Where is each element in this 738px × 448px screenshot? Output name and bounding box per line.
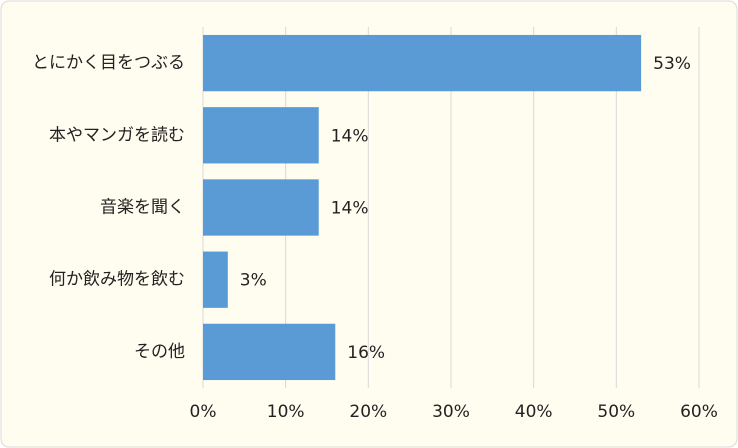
y-tick-label: 何か飲み物を飲む xyxy=(49,270,185,290)
y-tick-label: その他 xyxy=(134,342,185,362)
bar xyxy=(203,251,228,308)
bar xyxy=(203,107,319,164)
y-tick-label: 本やマンガを読む xyxy=(49,125,185,145)
value-label: 53% xyxy=(653,54,691,74)
x-tick-label: 40% xyxy=(515,402,553,422)
x-tick-label: 30% xyxy=(432,402,470,422)
value-label: 14% xyxy=(331,126,369,146)
bar xyxy=(203,34,642,92)
value-label: 3% xyxy=(240,271,267,291)
value-label: 16% xyxy=(347,343,385,363)
bar xyxy=(203,179,319,236)
x-tick-label: 10% xyxy=(267,402,305,422)
y-tick-label: 音楽を聞く xyxy=(100,198,185,218)
y-tick-label: とにかく目をつぶる xyxy=(32,53,185,73)
bar xyxy=(203,323,336,381)
value-label: 14% xyxy=(331,199,369,219)
x-tick-label: 60% xyxy=(680,402,718,422)
x-tick-label: 20% xyxy=(349,402,387,422)
x-tick-label: 0% xyxy=(190,402,217,422)
x-tick-label: 50% xyxy=(597,402,635,422)
